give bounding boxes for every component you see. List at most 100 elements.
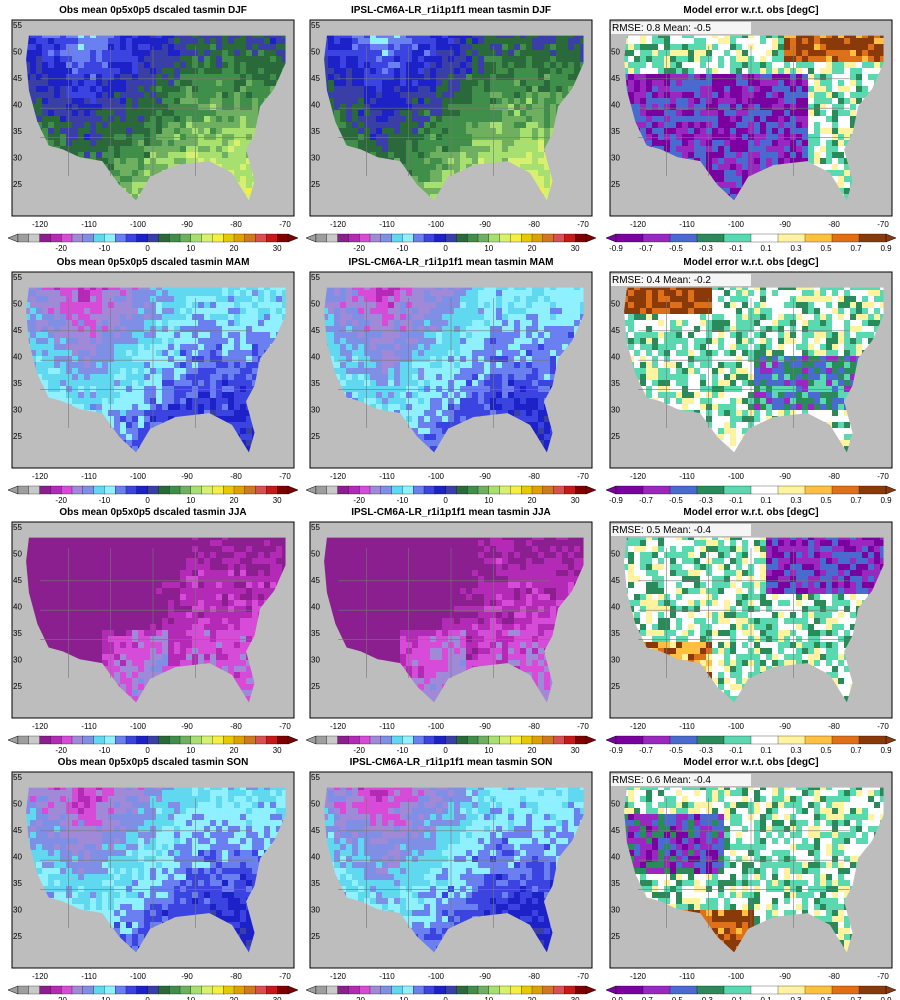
lon-tick-label: -110: [379, 220, 395, 229]
colorbar-tick-label: -0.7: [639, 496, 653, 505]
lon-tick-label: -70: [279, 220, 291, 229]
colorbar-tick-label: 0.5: [820, 244, 832, 253]
lon-tick-label: -80: [528, 972, 540, 981]
colorbar-tick-label: 30: [273, 746, 282, 755]
map-frame: [609, 771, 893, 969]
colorbar-tick-label: -20: [55, 746, 67, 755]
colorbar-model: -20 -10 0 10 20 30: [305, 985, 597, 1000]
lat-tick-label: 40: [311, 353, 320, 362]
lon-tick-label: -100: [130, 722, 147, 731]
colorbar-tick-label: -10: [99, 496, 111, 505]
colorbar-tick-label: -20: [55, 496, 67, 505]
lat-tick-label: 45: [311, 576, 320, 585]
colorbar-model: -20 -10 0 10 20 30: [305, 735, 597, 755]
lat-tick-label: 30: [311, 656, 320, 665]
lat-tick-label: 50: [13, 48, 22, 57]
colorbar-tick-label: -0.1: [729, 996, 743, 1000]
colorbar-tick-label: 20: [230, 244, 239, 253]
state-borders: [638, 798, 850, 928]
lat-tick-label: 45: [611, 74, 620, 83]
map-panel-obs-row-3: Obs mean 0p5x0p5 dscaled tasmin JJA 55 50 4…: [7, 507, 299, 755]
state-borders: [40, 298, 252, 428]
lon-tick-label: -120: [630, 972, 647, 981]
lat-tick-label: 25: [311, 682, 320, 691]
lat-tick-label: 45: [13, 326, 22, 335]
lat-tick-label: 35: [611, 379, 620, 388]
colorbar-obs: -20 -10 0 10 20 30: [7, 985, 299, 1000]
lon-tick-label: -80: [828, 722, 840, 731]
panel-title: IPSL-CM6A-LR_r1i1p1f1 mean tasmin DJF: [351, 5, 551, 16]
lon-tick-label: -80: [528, 722, 540, 731]
lon-tick-label: -90: [779, 722, 791, 731]
lat-tick-label: 50: [611, 800, 620, 809]
colorbar-tick-label: 0.5: [820, 746, 832, 755]
lat-tick-label: 30: [311, 406, 320, 415]
lon-tick-label: -70: [877, 472, 889, 481]
lat-tick-label: 45: [13, 74, 22, 83]
lon-tick-label: -100: [428, 220, 445, 229]
lon-tick-label: -110: [81, 472, 97, 481]
lon-tick-label: -90: [181, 972, 193, 981]
colorbar-tick-label: 30: [273, 996, 282, 1000]
lon-tick-label: -100: [728, 472, 745, 481]
colorbar-obs: -20 -10 0 10 20 30: [7, 485, 299, 505]
colorbar-tick-label: 10: [484, 996, 493, 1000]
state-borders: [638, 298, 850, 428]
colorbar-tick-label: -0.1: [729, 244, 743, 253]
colorbar-tick-label: -10: [397, 244, 409, 253]
lat-tick-label: 50: [311, 800, 320, 809]
lat-tick-label: 30: [611, 906, 620, 915]
colorbar-tick-label: 0: [145, 996, 150, 1000]
lat-tick-label: 30: [311, 906, 320, 915]
panel-title: Obs mean 0p5x0p5 dscaled tasmin SON: [58, 757, 249, 768]
lon-tick-label: -120: [330, 972, 347, 981]
colorbar-tick-label: -10: [99, 996, 111, 1000]
map-frame: [609, 521, 893, 719]
lat-tick-label: 50: [13, 300, 22, 309]
rmse-mean-label: RMSE: 0.6 Mean: -0.4: [612, 775, 711, 786]
colorbar-tick-label: -20: [353, 746, 365, 755]
lat-tick-label: 35: [611, 879, 620, 888]
lon-tick-label: -100: [728, 722, 745, 731]
colorbar-tick-label: -0.1: [729, 496, 743, 505]
lat-tick-label: 45: [311, 826, 320, 835]
colorbar-obs: -20 -10 0 10 20 30: [7, 735, 299, 755]
lat-tick-label: 35: [13, 127, 22, 136]
colorbar-tick-label: 0.3: [790, 496, 802, 505]
map-frame: [309, 271, 593, 469]
lon-tick-label: -90: [479, 972, 491, 981]
map-frame: [309, 771, 593, 969]
lat-tick-label: 35: [311, 379, 320, 388]
colorbar-model: -20 -10 0 10 20 30: [305, 485, 597, 505]
lat-tick-label: 50: [13, 800, 22, 809]
lat-tick-label: 50: [13, 550, 22, 559]
rmse-mean-label: RMSE: 0.5 Mean: -0.4: [612, 525, 711, 536]
lat-tick-label: 50: [311, 48, 320, 57]
lat-tick-label: 40: [611, 101, 620, 110]
panel-title: IPSL-CM6A-LR_r1i1p1f1 mean tasmin MAM: [348, 257, 553, 268]
colorbar-tick-label: 0: [145, 746, 150, 755]
map-panel-error-row-3: Model error w.r.t. obs [degC]55504540353…: [605, 507, 897, 755]
panel-title: Obs mean 0p5x0p5 dscaled tasmin MAM: [57, 257, 250, 268]
lon-tick-label: -120: [330, 220, 347, 229]
colorbar-error: -0.9 -0.7 -0.5 -0.3 -0.1 0.1 0.3 0.5 0.7 0.9: [605, 485, 897, 505]
lon-tick-label: -110: [379, 972, 395, 981]
colorbar-tick-label: 30: [571, 746, 580, 755]
colorbar-tick-label: -0.3: [699, 496, 713, 505]
lat-tick-label: 55: [311, 273, 320, 282]
map-panel-obs-row-4: Obs mean 0p5x0p5 dscaled tasmin SON 55 50 4…: [7, 757, 299, 1000]
lat-tick-label: 35: [311, 629, 320, 638]
lat-tick-label: 45: [311, 326, 320, 335]
lon-tick-label: -80: [230, 972, 242, 981]
colorbar-tick-label: 30: [571, 996, 580, 1000]
lon-tick-label: -80: [828, 972, 840, 981]
colorbar-tick-label: -10: [397, 746, 409, 755]
panel-title: Model error w.r.t. obs [degC]: [683, 257, 818, 268]
lat-tick-label: 25: [13, 932, 22, 941]
lon-tick-label: -110: [679, 472, 695, 481]
colorbar-tick-label: -0.9: [609, 244, 623, 253]
state-borders: [40, 798, 252, 928]
lat-tick-label: 40: [311, 101, 320, 110]
colorbar-tick-label: 30: [273, 244, 282, 253]
lon-tick-label: -90: [479, 722, 491, 731]
